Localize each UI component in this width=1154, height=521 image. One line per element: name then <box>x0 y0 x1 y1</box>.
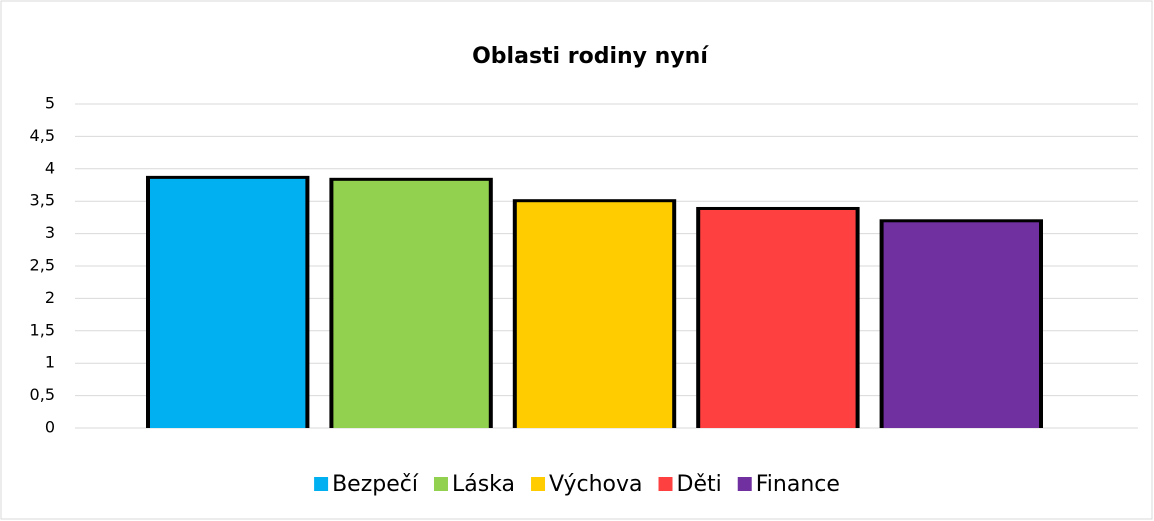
legend-label: Láska <box>452 472 515 497</box>
legend-swatch <box>433 477 448 491</box>
legend-swatch <box>314 477 329 491</box>
bar <box>333 180 489 428</box>
legend-label: Finance <box>756 472 840 497</box>
y-tick-label: 2 <box>45 288 55 307</box>
legend-swatch <box>658 477 673 491</box>
bar <box>150 178 306 428</box>
y-tick-label: 0,5 <box>30 385 55 404</box>
y-tick-label: 4,5 <box>30 126 55 145</box>
y-tick-label: 5 <box>45 94 55 113</box>
legend-swatch <box>737 477 752 491</box>
legend-swatch <box>531 477 546 491</box>
bar <box>883 222 1039 428</box>
y-tick-label: 2,5 <box>30 256 55 275</box>
y-tick-label: 0 <box>45 418 55 437</box>
bar <box>516 202 673 428</box>
legend-label: Bezpečí <box>332 472 419 497</box>
y-tick-label: 1,5 <box>30 320 55 339</box>
chart-title: Oblasti rodiny nyní <box>472 44 709 69</box>
legend-label: Výchova <box>549 472 642 497</box>
bar <box>700 209 856 428</box>
y-tick-label: 3 <box>45 223 55 242</box>
y-tick-label: 4 <box>45 158 55 177</box>
y-tick-label: 1 <box>45 353 55 372</box>
legend-label: Děti <box>677 472 722 497</box>
y-tick-label: 3,5 <box>30 191 55 210</box>
